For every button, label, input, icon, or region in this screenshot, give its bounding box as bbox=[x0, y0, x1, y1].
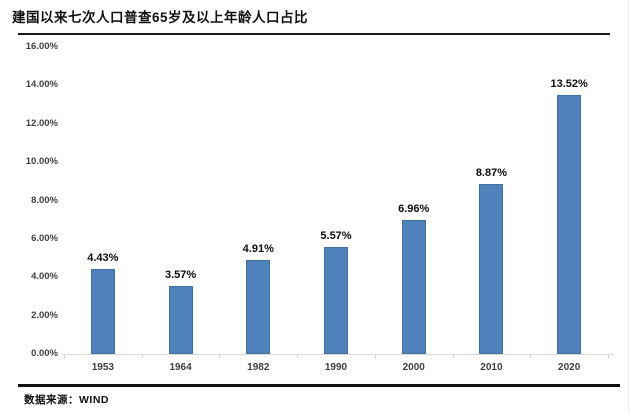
bar-1982 bbox=[246, 259, 271, 354]
y-axis-tick-label: 12.00% bbox=[25, 117, 58, 129]
bar-value-label: 4.43% bbox=[87, 251, 119, 264]
y-axis-tick-label: 0.00% bbox=[31, 348, 58, 359]
x-axis-category-label: 1982 bbox=[247, 362, 270, 373]
x-axis-category-label: 2020 bbox=[558, 362, 581, 373]
y-axis-tick-label: 14.00% bbox=[25, 79, 58, 91]
x-axis-line bbox=[62, 354, 614, 355]
title-divider-line bbox=[18, 33, 610, 35]
y-axis-tick-label: 8.00% bbox=[31, 194, 58, 206]
x-axis-tick-mark bbox=[219, 355, 221, 359]
x-axis-category-label: 1964 bbox=[169, 362, 192, 373]
data-source-label: 数据来源：WIND bbox=[24, 394, 109, 406]
x-axis-category-label: 2000 bbox=[402, 362, 425, 373]
x-axis-category-label: 2010 bbox=[480, 362, 503, 373]
y-axis-tick-label: 2.00% bbox=[31, 309, 58, 321]
bar-1990 bbox=[324, 247, 348, 354]
footer-divider-line bbox=[18, 384, 620, 387]
bar-2020 bbox=[557, 94, 582, 354]
bar-2010 bbox=[479, 183, 504, 354]
x-axis-category-label: 1953 bbox=[91, 362, 114, 373]
bar-value-label: 13.52% bbox=[550, 77, 588, 90]
y-axis-tick-label: 4.00% bbox=[31, 271, 58, 283]
bar-2000 bbox=[401, 220, 426, 354]
bar-1953 bbox=[90, 268, 115, 354]
bar-value-label: 5.57% bbox=[320, 230, 352, 243]
x-axis-category-label: 1990 bbox=[324, 362, 348, 373]
bar-value-label: 8.87% bbox=[475, 166, 508, 179]
bar-1964 bbox=[168, 285, 193, 354]
y-axis-tick-label: 16.00% bbox=[25, 41, 58, 52]
x-axis-tick-mark bbox=[64, 355, 65, 359]
x-axis-tick-mark bbox=[141, 355, 143, 359]
x-axis-tick-mark bbox=[297, 355, 299, 359]
y-axis-tick-label: 10.00% bbox=[25, 156, 58, 168]
y-axis-tick-label: 6.00% bbox=[31, 232, 58, 244]
x-axis-tick-mark bbox=[530, 355, 532, 359]
bar-value-label: 3.57% bbox=[164, 268, 197, 281]
page-right-edge bbox=[628, 0, 629, 414]
bar-value-label: 4.91% bbox=[242, 242, 274, 255]
x-axis-tick-mark bbox=[452, 355, 454, 359]
chart-title: 建国以来七次人口普查65岁及以上年龄人口占比 bbox=[12, 10, 309, 25]
x-axis-tick-mark bbox=[608, 355, 609, 359]
x-axis-tick-mark bbox=[374, 355, 376, 359]
bar-value-label: 6.96% bbox=[398, 203, 430, 216]
